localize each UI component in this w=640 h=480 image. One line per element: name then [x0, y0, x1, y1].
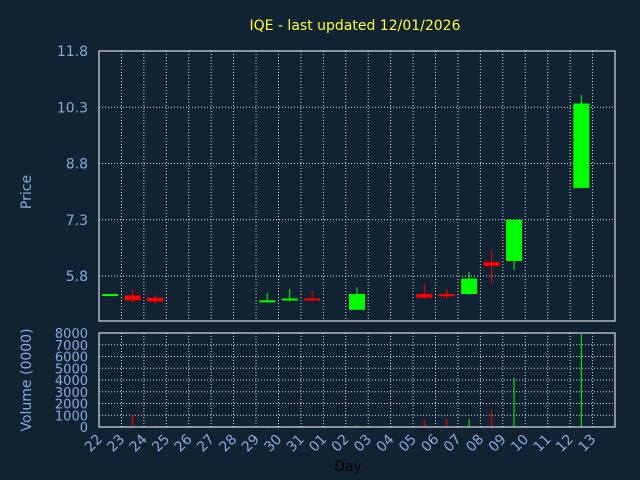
price-y-tick-label: 11.8 [57, 44, 88, 60]
x-tick-label: 25 [149, 432, 173, 456]
volume-y-tick-label: 3000 [55, 386, 88, 401]
x-tick-label: 04 [374, 431, 398, 455]
volume-y-tick-label: 1000 [55, 409, 88, 424]
price-grid [99, 51, 615, 321]
price-y-ticks: 11.8 10.3 8.8 7.3 5.8 [57, 44, 88, 285]
x-tick-label: 13 [575, 432, 599, 456]
x-tick-label: 12 [553, 432, 577, 456]
x-tick-label: 30 [261, 432, 285, 456]
candle-body [147, 297, 164, 302]
x-tick-label: 27 [194, 432, 218, 456]
price-y-tick-label: 8.8 [66, 157, 88, 173]
candle-body [124, 295, 141, 301]
x-axis-label: Day [334, 459, 362, 475]
x-tick-label: 24 [127, 431, 151, 455]
volume-bars [109, 334, 582, 427]
price-panel-frame [98, 50, 616, 322]
candle-body [102, 294, 119, 296]
candle-body [438, 294, 455, 297]
x-tick-label: 06 [418, 431, 442, 455]
price-axis-label: Price [19, 175, 35, 209]
candle-body [573, 103, 590, 188]
x-tick-label: 11 [531, 432, 555, 456]
candle-body [483, 262, 500, 266]
volume-y-tick-label: 8000 [55, 327, 88, 342]
chart-title: IQE - last updated 12/01/2026 [249, 18, 460, 34]
x-tick-label: 09 [486, 432, 510, 456]
x-tick-label: 08 [463, 432, 487, 456]
price-y-tick-label: 5.8 [66, 269, 88, 285]
x-tick-label: 05 [396, 432, 420, 456]
x-tick-label: 28 [217, 432, 241, 456]
candle-body [259, 300, 276, 303]
candle-body [304, 298, 321, 301]
volume-y-tick-label: 0 [80, 421, 88, 436]
volume-y-tick-label: 7000 [55, 339, 88, 354]
x-ticks: 2223242526272829303101020304050607080910… [82, 431, 599, 455]
price-candles [102, 94, 590, 310]
x-tick-label: 03 [351, 432, 375, 456]
candle-body [461, 278, 478, 294]
candle-body [506, 219, 523, 261]
x-tick-label: 31 [284, 432, 308, 456]
x-tick-label: 23 [104, 432, 128, 456]
x-tick-label: 26 [172, 431, 196, 455]
x-tick-label: 07 [441, 432, 465, 456]
volume-y-tick-label: 6000 [55, 351, 88, 366]
volume-y-tick-label: 5000 [55, 362, 88, 377]
candle-body [416, 294, 433, 298]
volume-axis-label: Volume (0000) [19, 328, 35, 431]
candle-body [281, 298, 298, 301]
x-tick-label: 10 [508, 432, 532, 456]
x-tick-label: 01 [306, 432, 330, 456]
volume-y-tick-label: 2000 [55, 398, 88, 413]
x-tick-label: 29 [239, 432, 263, 456]
volume-grid [99, 333, 615, 427]
volume-y-tick-label: 4000 [55, 374, 88, 389]
volume-panel-frame [98, 332, 616, 428]
candle-body [349, 294, 365, 310]
price-y-tick-label: 10.3 [57, 100, 88, 116]
price-y-tick-label: 7.3 [66, 213, 88, 229]
x-tick-label: 02 [329, 432, 353, 456]
